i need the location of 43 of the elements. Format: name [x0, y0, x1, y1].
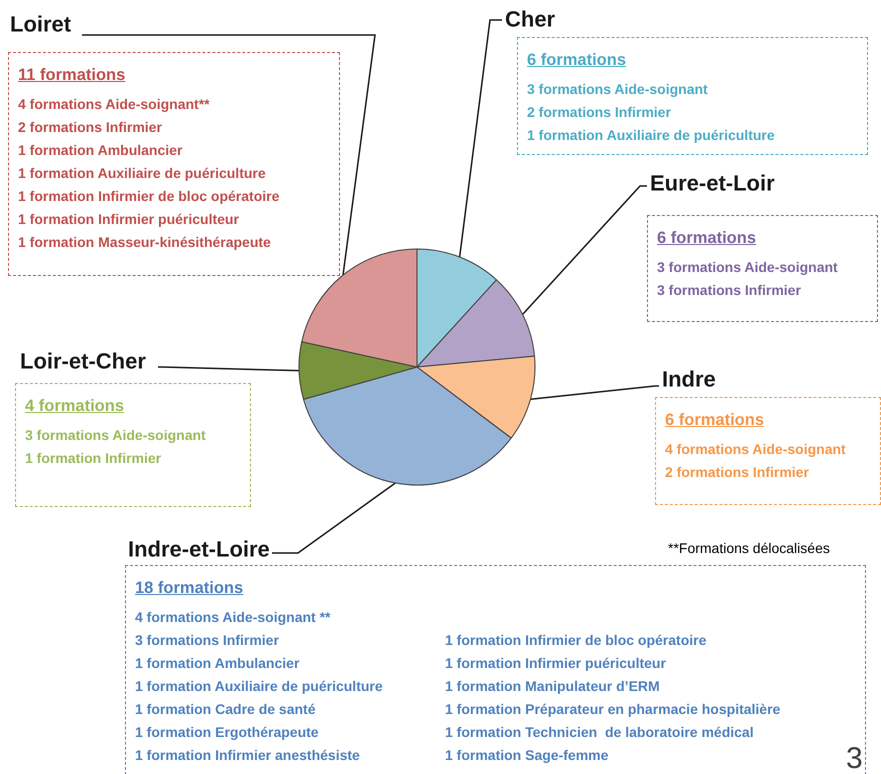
text: 1 formation Auxiliaire de puériculture — [18, 165, 266, 181]
text: 1 formation Masseur-kinésithérapeute — [18, 234, 271, 250]
slice-label: Cher — [505, 6, 556, 32]
text: 1 formation Manipulateur d’ERM — [445, 678, 660, 694]
text: 18 formations — [135, 579, 244, 598]
text: 6 formations — [527, 51, 626, 70]
text: 1 formation Infirmier de bloc opératoire — [18, 188, 280, 204]
text: 1 formation Ambulancier — [135, 655, 300, 671]
slice-label: Indre-et-Loire — [128, 536, 270, 562]
text: 1 formation Infirmier puériculteur — [18, 211, 239, 227]
text: 1 formation Infirmier de bloc opératoire — [445, 632, 706, 648]
text: 1 formation Auxiliaire de puériculture — [527, 127, 775, 143]
text: 3 formations Aide-soignant — [527, 81, 708, 97]
text: **Formations délocalisées — [668, 540, 830, 556]
text: 2 formations Infirmier — [527, 104, 671, 120]
slice-label: Indre — [662, 366, 716, 392]
text: 1 formation Préparateur en pharmacie hospitalière — [445, 701, 780, 717]
text: 3 formations Aide-soignant — [25, 427, 206, 443]
text: 1 formation Ambulancier — [18, 142, 182, 158]
text: 1 formation Technicien de laboratoire médical — [445, 724, 754, 740]
text: 4 formations Aide-soignant** — [18, 96, 210, 112]
text: 1 formation Infirmier puériculteur — [445, 655, 666, 671]
text: 4 formations Aide-soignant ** — [135, 609, 331, 625]
text: 4 formations Aide-soignant — [665, 441, 846, 457]
slice-label: Eure-et-Loir — [650, 170, 776, 196]
text: 2 formations Infirmier — [18, 119, 162, 135]
text: 3 formations Aide-soignant — [657, 259, 838, 275]
text: 1 formation Infirmier anesthésiste — [135, 747, 360, 763]
text: 11 formations — [18, 66, 126, 85]
text: 6 formations — [665, 411, 764, 430]
text: 1 formation Sage-femme — [445, 747, 608, 763]
text: 3 formations Infirmier — [657, 282, 801, 298]
slice-label: Loiret — [10, 12, 72, 36]
text: 3 formations Infirmier — [135, 632, 279, 648]
slice-label: Loir-et-Cher — [20, 348, 146, 374]
text: 1 formation Infirmier — [25, 450, 162, 466]
text: 6 formations — [657, 229, 756, 248]
text: 1 formation Auxiliaire de puériculture — [135, 678, 383, 694]
text: 3 — [846, 742, 863, 774]
text: 2 formations Infirmier — [665, 464, 809, 480]
text: 1 formation Cadre de santé — [135, 701, 316, 717]
text: 4 formations — [25, 397, 124, 416]
text: 1 formation Ergothérapeute — [135, 724, 319, 740]
